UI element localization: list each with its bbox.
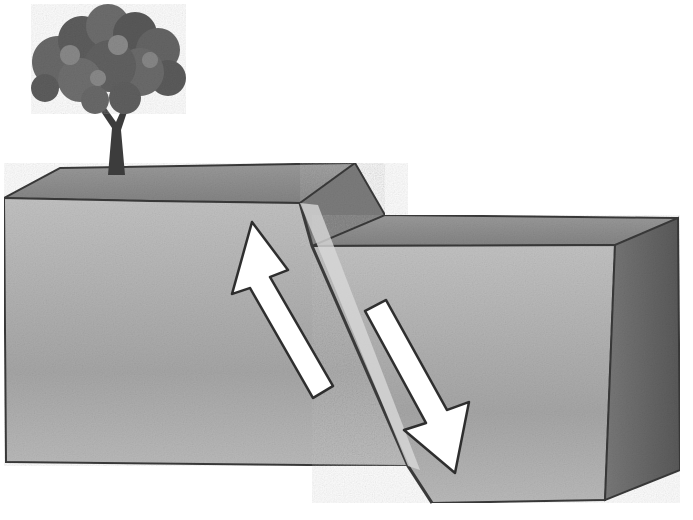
down-arrow (363, 298, 471, 475)
up-arrow (230, 220, 335, 400)
tree-trunk (100, 104, 129, 175)
fault-plane-sliver (300, 203, 420, 470)
fault-line (298, 202, 434, 504)
tree-icon (31, 4, 186, 175)
tree-foliage (31, 4, 186, 114)
left-block-top-surface (0, 161, 359, 205)
right-block-side-face (603, 216, 682, 502)
